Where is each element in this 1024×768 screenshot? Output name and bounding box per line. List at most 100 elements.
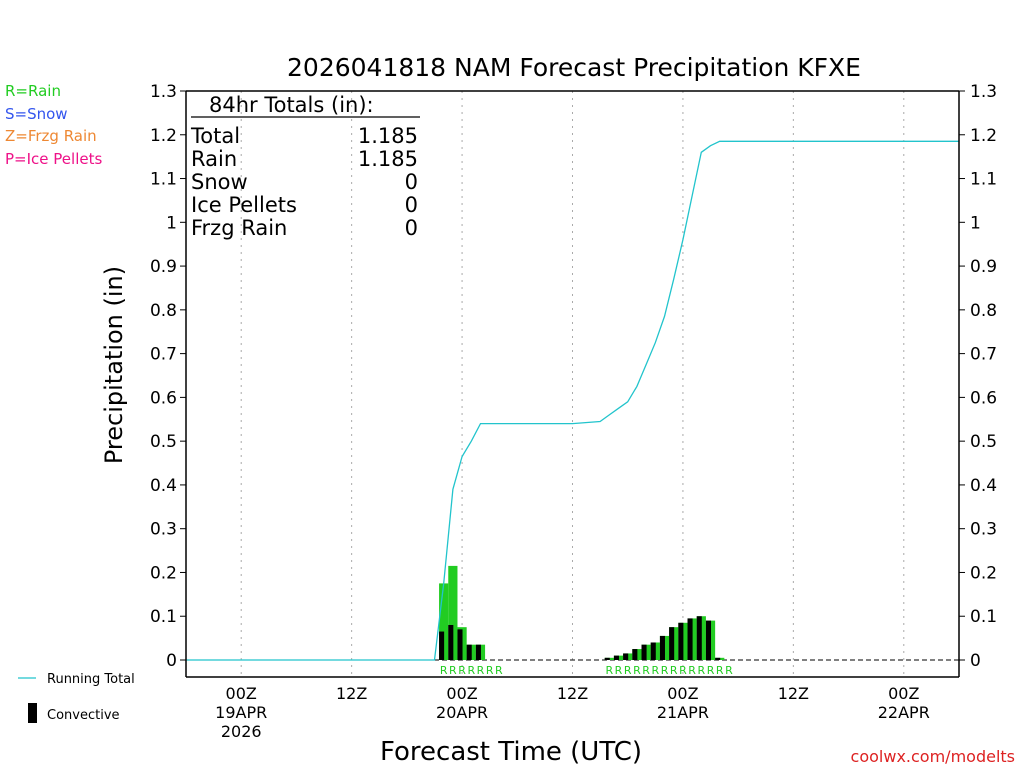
y-tick-label-left: 0.8 (150, 301, 177, 321)
ptype-label: R (642, 664, 650, 677)
y-tick-label-right: 0.4 (970, 476, 997, 496)
y-tick-label-left: 0.1 (150, 607, 177, 627)
convective-bar (623, 653, 629, 660)
x-tick-label: 22APR (878, 703, 930, 722)
ptype-label: R (688, 664, 696, 677)
convective-bar (448, 624, 454, 660)
ptype-label: R (624, 664, 632, 677)
totals-label-snow: Snow (191, 170, 248, 194)
convective-bar (659, 635, 665, 660)
bars (439, 565, 725, 660)
y-tick-label-left: 1 (166, 213, 177, 233)
totals-value-ice-pellets: 0 (405, 193, 418, 217)
y-axis-title: Precipitation (in) (100, 266, 128, 464)
x-tick-label: 12Z (778, 684, 809, 703)
y-tick-label-right: 0.9 (970, 257, 997, 277)
x-tick-label: 12Z (336, 684, 367, 703)
ptype-label: R (698, 664, 706, 677)
y-tick-label-right: 0.6 (970, 388, 997, 408)
x-tick-label: 2026 (221, 722, 262, 741)
totals-value-total: 1.185 (358, 124, 418, 148)
axes: 0 00.1 0.10.2 0.20.3 0.30.4 0.40.5 0.50.6 0.60.… (150, 82, 997, 741)
totals-label-frzg-rain: Frzg Rain (191, 216, 287, 240)
y-tick-label-left: 0 (166, 651, 177, 671)
ptype-label: R (633, 664, 641, 677)
convective-bar (632, 649, 638, 660)
totals-box: 84hr Totals (in): Total 1.185 Rain 1.185… (190, 93, 420, 240)
convective-bar (669, 627, 675, 660)
x-tick-label: 00Z (446, 684, 477, 703)
totals-value-frzg-rain: 0 (405, 216, 418, 240)
y-tick-label-left: 0.4 (150, 476, 177, 496)
ptype-label: R (440, 664, 448, 677)
footer-credit: coolwx.com/modelts (851, 747, 1015, 766)
ptype-label: R (449, 664, 457, 677)
y-tick-label-right: 1 (970, 213, 981, 233)
totals-label-rain: Rain (191, 147, 237, 171)
y-tick-label-left: 1.3 (150, 82, 177, 102)
convective-bar (715, 657, 721, 660)
convective-bar (466, 644, 472, 660)
y-tick-label-left: 0.7 (150, 345, 177, 365)
y-tick-label-left: 0.3 (150, 520, 177, 540)
totals-label-ice-pellets: Ice Pellets (191, 193, 297, 217)
convective-bar (641, 644, 647, 660)
ptype-label: R (679, 664, 687, 677)
legend-convective: Convective (47, 708, 120, 723)
legend-rain: R=Rain (5, 82, 61, 100)
y-tick-label-right: 0 (970, 651, 981, 671)
convective-bar (613, 655, 619, 660)
grid-lines (186, 91, 959, 677)
convective-bar (696, 616, 702, 660)
chart-title: 2026041818 NAM Forecast Precipitation KF… (287, 53, 861, 82)
ptype-label: R (707, 664, 715, 677)
ptype-label: R (716, 664, 724, 677)
y-tick-label-right: 1.1 (970, 170, 997, 190)
y-tick-label-right: 0.2 (970, 563, 997, 583)
y-tick-label-right: 1.3 (970, 82, 997, 102)
convective-bar (457, 629, 463, 660)
x-tick-label: 21APR (657, 703, 709, 722)
y-tick-label-right: 0.3 (970, 520, 997, 540)
rain-bar (448, 565, 458, 660)
y-tick-label-left: 0.5 (150, 432, 177, 452)
ptype-label: R (477, 664, 485, 677)
totals-label-total: Total (190, 124, 240, 148)
running-total-series (186, 140, 959, 661)
ptype-label: R (670, 664, 678, 677)
y-tick-label-left: 1.2 (150, 126, 177, 146)
x-tick-label: 12Z (557, 684, 588, 703)
convective-bar (687, 618, 693, 660)
y-tick-label-right: 0.7 (970, 345, 997, 365)
y-tick-label-left: 0.2 (150, 563, 177, 583)
x-tick-label: 00Z (667, 684, 698, 703)
legend-ice-pellets: P=Ice Pellets (5, 150, 102, 168)
y-tick-label-right: 0.1 (970, 607, 997, 627)
ptype-label: R (486, 664, 494, 677)
legend-frzg-rain: Z=Frzg Rain (5, 127, 97, 145)
convective-legend-swatch (28, 703, 37, 723)
ptype-label: R (661, 664, 669, 677)
y-tick-label-right: 0.5 (970, 432, 997, 452)
ptype-label: R (651, 664, 659, 677)
ptype-label: R (458, 664, 466, 677)
convective-bar (475, 644, 481, 660)
ptype-label: R (467, 664, 475, 677)
ptype-label: R (725, 664, 733, 677)
totals-value-rain: 1.185 (358, 147, 418, 171)
convective-bar (650, 642, 656, 660)
rain-bar (439, 583, 449, 660)
x-tick-label: 00Z (226, 684, 257, 703)
y-tick-label-left: 0.6 (150, 388, 177, 408)
convective-bar (439, 631, 445, 660)
convective-bar (705, 620, 711, 660)
y-tick-label-right: 0.8 (970, 301, 997, 321)
x-tick-label: 19APR (215, 703, 267, 722)
ptype-label: R (605, 664, 613, 677)
y-tick-label-left: 1.1 (150, 170, 177, 190)
x-tick-label: 00Z (888, 684, 919, 703)
totals-value-snow: 0 (405, 170, 418, 194)
legend-running-total: Running Total (47, 672, 135, 687)
convective-bar (604, 657, 610, 660)
